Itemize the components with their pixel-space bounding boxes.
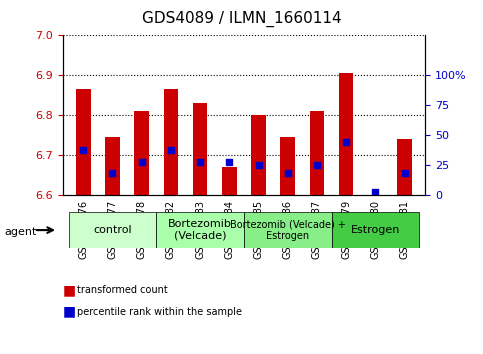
Bar bbox=[222, 167, 237, 195]
Point bbox=[371, 189, 379, 195]
Point bbox=[109, 170, 116, 176]
Text: Bortezomib
(Velcade): Bortezomib (Velcade) bbox=[168, 219, 232, 241]
Text: Bortezomib (Velcade) +
Estrogen: Bortezomib (Velcade) + Estrogen bbox=[230, 219, 346, 241]
Bar bbox=[164, 89, 178, 195]
Point bbox=[255, 162, 262, 168]
Bar bbox=[193, 103, 207, 195]
Point bbox=[167, 148, 175, 153]
Text: percentile rank within the sample: percentile rank within the sample bbox=[77, 307, 242, 316]
Text: ■: ■ bbox=[63, 304, 76, 319]
Point bbox=[284, 170, 292, 176]
Point bbox=[401, 170, 409, 176]
Bar bbox=[281, 137, 295, 195]
Text: GDS4089 / ILMN_1660114: GDS4089 / ILMN_1660114 bbox=[142, 11, 341, 27]
Bar bbox=[105, 137, 120, 195]
Bar bbox=[310, 111, 324, 195]
Text: Estrogen: Estrogen bbox=[351, 225, 400, 235]
Bar bbox=[398, 139, 412, 195]
Text: ■: ■ bbox=[63, 283, 76, 297]
Bar bbox=[134, 111, 149, 195]
Text: agent: agent bbox=[5, 227, 37, 237]
Point bbox=[313, 162, 321, 168]
Text: control: control bbox=[93, 225, 132, 235]
Point bbox=[226, 160, 233, 165]
Bar bbox=[251, 115, 266, 195]
FancyBboxPatch shape bbox=[244, 212, 331, 248]
FancyBboxPatch shape bbox=[156, 212, 244, 248]
Bar bbox=[339, 73, 354, 195]
Point bbox=[196, 160, 204, 165]
Text: transformed count: transformed count bbox=[77, 285, 168, 295]
Point bbox=[138, 160, 145, 165]
Point bbox=[79, 148, 87, 153]
Bar bbox=[76, 89, 90, 195]
Point bbox=[342, 139, 350, 145]
FancyBboxPatch shape bbox=[331, 212, 419, 248]
FancyBboxPatch shape bbox=[69, 212, 156, 248]
